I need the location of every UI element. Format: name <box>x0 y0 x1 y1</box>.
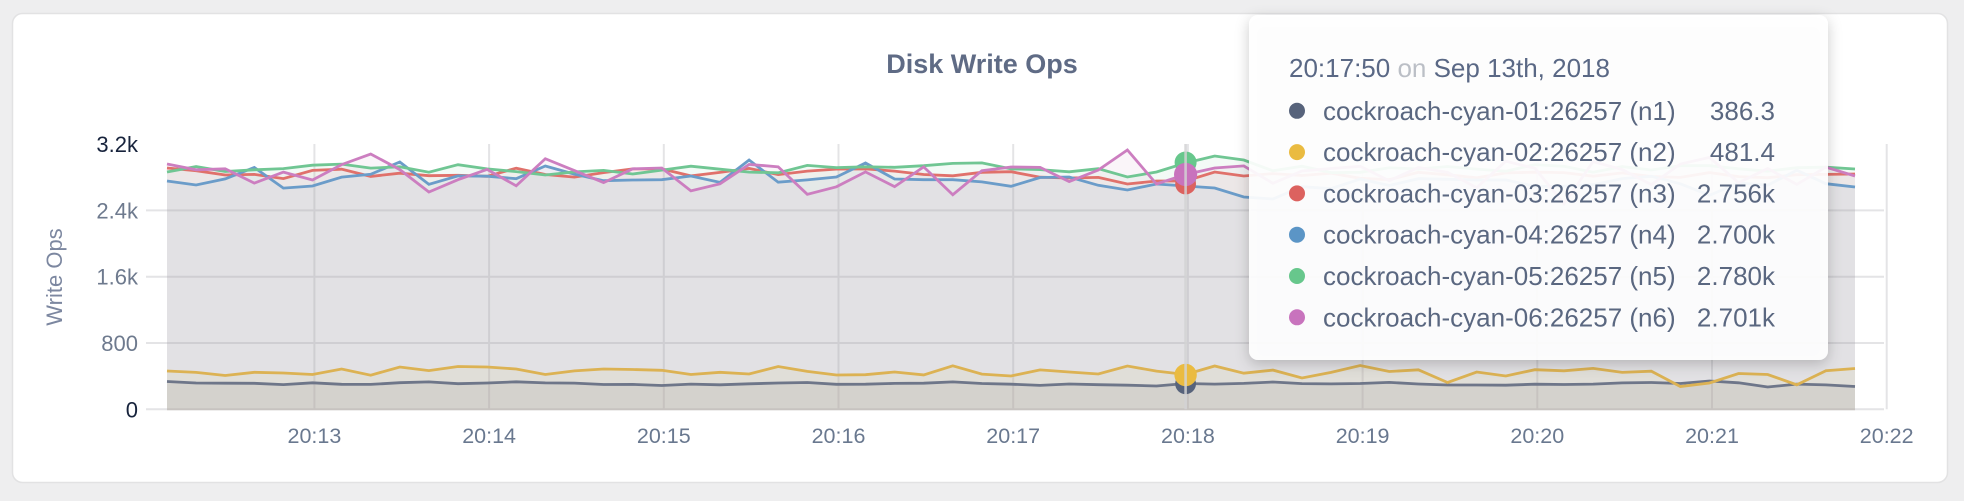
svg-text:20:18: 20:18 <box>1161 424 1215 448</box>
svg-text:386.3: 386.3 <box>1710 96 1775 126</box>
svg-text:20:21: 20:21 <box>1685 424 1739 448</box>
svg-text:Disk Write Ops: Disk Write Ops <box>886 49 1078 79</box>
svg-text:2.780k: 2.780k <box>1697 261 1776 291</box>
svg-text:0: 0 <box>126 397 138 422</box>
svg-text:800: 800 <box>101 331 138 356</box>
svg-text:20:20: 20:20 <box>1510 424 1564 448</box>
svg-text:20:17: 20:17 <box>986 424 1040 448</box>
svg-text:20:16: 20:16 <box>812 424 866 448</box>
svg-text:20:17:50 on Sep 13th, 2018: 20:17:50 on Sep 13th, 2018 <box>1289 53 1610 83</box>
svg-text:2.700k: 2.700k <box>1697 220 1776 250</box>
svg-text:cockroach-cyan-01:26257 (n1): cockroach-cyan-01:26257 (n1) <box>1323 96 1676 126</box>
svg-text:cockroach-cyan-02:26257 (n2): cockroach-cyan-02:26257 (n2) <box>1323 137 1676 167</box>
svg-text:481.4: 481.4 <box>1710 137 1775 167</box>
svg-text:2.701k: 2.701k <box>1697 302 1776 332</box>
svg-text:cockroach-cyan-03:26257 (n3): cockroach-cyan-03:26257 (n3) <box>1323 178 1676 208</box>
svg-text:20:14: 20:14 <box>462 424 516 448</box>
svg-text:cockroach-cyan-05:26257 (n5): cockroach-cyan-05:26257 (n5) <box>1323 261 1676 291</box>
svg-text:20:22: 20:22 <box>1860 424 1914 448</box>
svg-text:cockroach-cyan-06:26257 (n6): cockroach-cyan-06:26257 (n6) <box>1323 302 1676 332</box>
svg-text:20:13: 20:13 <box>287 424 341 448</box>
svg-text:20:15: 20:15 <box>637 424 691 448</box>
svg-text:cockroach-cyan-04:26257 (n4): cockroach-cyan-04:26257 (n4) <box>1323 220 1676 250</box>
svg-text:1.6k: 1.6k <box>96 265 139 290</box>
svg-text:2.4k: 2.4k <box>96 198 139 223</box>
svg-text:2.756k: 2.756k <box>1697 178 1776 208</box>
svg-text:20:19: 20:19 <box>1336 424 1390 448</box>
svg-text:Write Ops: Write Ops <box>42 228 67 325</box>
svg-text:3.2k: 3.2k <box>96 132 139 157</box>
